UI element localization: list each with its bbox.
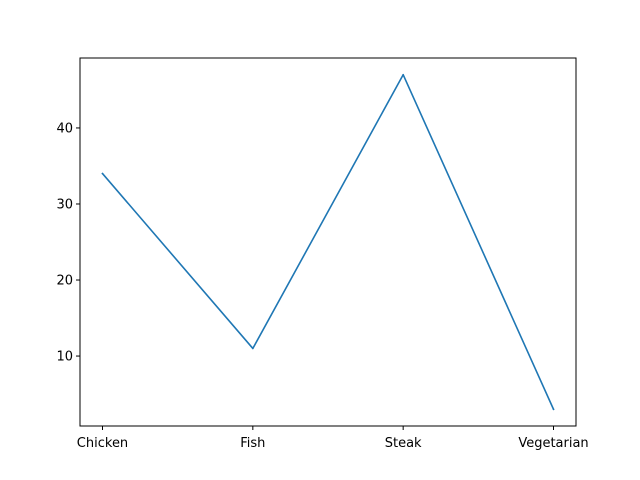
y-tick-label: 10	[56, 350, 73, 365]
data-point	[402, 73, 404, 76]
x-tick-label: Fish	[240, 436, 265, 451]
y-tick-label: 40	[56, 121, 73, 136]
axes-frame	[79, 57, 577, 427]
data-point	[101, 172, 104, 175]
data-point	[252, 347, 254, 350]
series-line	[101, 73, 555, 411]
data-point	[552, 408, 555, 411]
x-tick-label: Steak	[385, 436, 422, 451]
y-tick-label: 20	[56, 274, 73, 289]
plot-area	[101, 73, 555, 411]
x-tick-label: Chicken	[77, 436, 128, 451]
x-tick-label: Vegetarian	[518, 436, 588, 451]
y-tick-label: 30	[56, 197, 73, 212]
